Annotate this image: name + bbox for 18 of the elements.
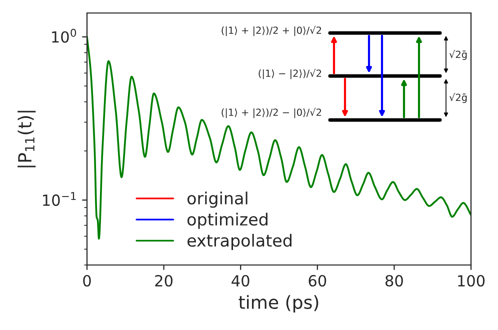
annotation: (|1⟩ + |2⟩)/2 + |0⟩/√2	[222, 26, 322, 36]
annotation: (|1⟩ − |2⟩)/√2	[258, 68, 322, 80]
y-tick-label: 10$^{0}$	[52, 28, 76, 43]
x-tick-label: 60	[308, 274, 326, 287]
x-axis-title: time (ps)	[238, 295, 318, 313]
x-tick-label: 100	[458, 274, 485, 287]
x-tick-label: 80	[386, 274, 403, 287]
annotation: √2ḡ	[449, 93, 467, 103]
annotation: √2ḡ	[449, 50, 467, 60]
y-tick-label: 10$^{−1}$	[43, 192, 76, 206]
annotation: (|1⟩ + |2⟩)/2 − |0⟩/√2	[222, 108, 322, 118]
x-tick-label: 0	[83, 274, 91, 287]
legend-label: extrapolated	[187, 234, 292, 250]
y-axis-title: |P$_{11}$(t)|	[18, 110, 36, 168]
x-tick-label: 20	[155, 274, 173, 287]
legend-label: original	[187, 192, 248, 208]
legend-label: optimized	[187, 212, 268, 229]
x-tick-label: 40	[232, 274, 250, 287]
